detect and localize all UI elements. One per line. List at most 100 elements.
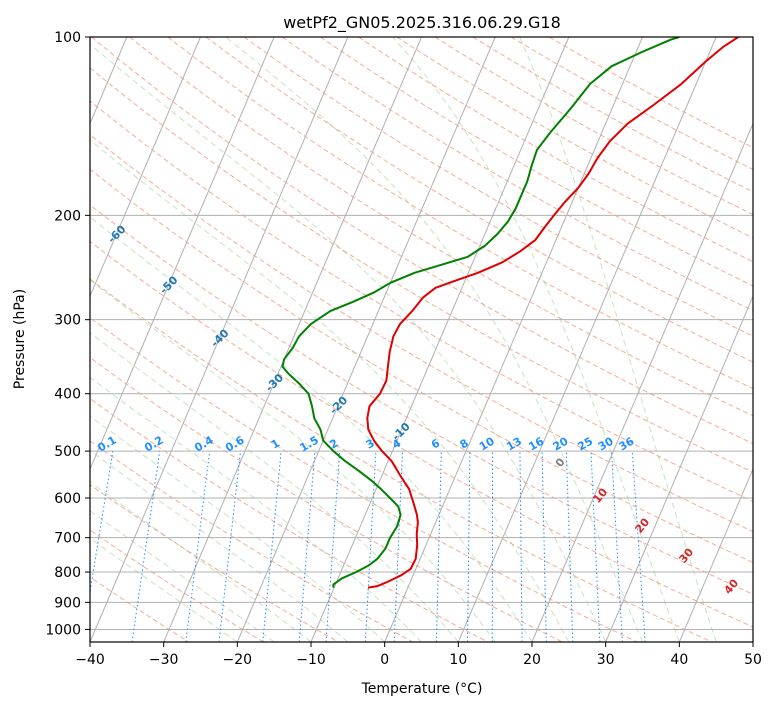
dry-adiabat-line bbox=[510, 37, 753, 171]
dry-adiabat-line bbox=[434, 37, 753, 216]
x-tick-label: 30 bbox=[597, 652, 615, 668]
mixing-ratio-label: 6 bbox=[429, 436, 442, 451]
isotherm-line bbox=[90, 37, 349, 642]
moist-adiabat-label: 40 bbox=[721, 576, 741, 596]
dry-adiabat-line bbox=[90, 278, 712, 642]
x-tick-label: 20 bbox=[523, 652, 541, 668]
dry-adiabat-line bbox=[90, 204, 753, 595]
y-tick-label: 900 bbox=[54, 595, 81, 611]
ticks-layer: −40 −30 −20 −10 0 10 20 30 40 5010020030040050060… bbox=[45, 30, 762, 668]
mixing-ratio-label: 2 bbox=[327, 437, 340, 452]
dry-adiabat-line bbox=[90, 134, 753, 533]
isotherm-line bbox=[531, 122, 753, 642]
isotherm-line bbox=[236, 37, 496, 642]
mixing-ratio-line bbox=[218, 451, 242, 642]
y-tick-label: 1000 bbox=[45, 622, 81, 638]
moist-adiabat-label: 0 bbox=[553, 455, 568, 469]
mixing-ratio-line bbox=[131, 451, 161, 642]
moist-adiabat-line bbox=[90, 279, 496, 642]
isotherm-line bbox=[163, 37, 422, 642]
isotherm-label: -70 bbox=[51, 177, 74, 200]
isotherm-label: -50 bbox=[157, 273, 180, 296]
plot-frame bbox=[89, 36, 754, 643]
dry-adiabat-line bbox=[91, 37, 753, 445]
dry-adiabat-line bbox=[205, 37, 753, 363]
dry-adiabat-line bbox=[90, 529, 264, 642]
x-tick-label: −30 bbox=[149, 652, 179, 668]
x-axis-title: Temperature (°C) bbox=[361, 681, 483, 697]
isotherm-line bbox=[457, 37, 717, 642]
isotherm-line bbox=[310, 37, 570, 642]
y-tick-label: 600 bbox=[54, 491, 81, 507]
x-tick-label: −20 bbox=[223, 652, 253, 668]
dry-adiabat-line bbox=[396, 37, 753, 239]
y-tick-label: 500 bbox=[54, 444, 81, 460]
isotherm-line bbox=[384, 37, 643, 642]
isotherm-label: -80 bbox=[0, 130, 21, 153]
moist-adiabat-label: 30 bbox=[676, 545, 696, 565]
dry-adiabat-line bbox=[90, 317, 638, 642]
mixing-ratio-line bbox=[631, 451, 646, 642]
isotherm-line bbox=[90, 37, 275, 471]
moist-adiabat-line bbox=[225, 37, 643, 642]
y-tick-label: 200 bbox=[54, 208, 81, 224]
x-tick-label: −10 bbox=[296, 652, 326, 668]
moist-adiabat-line bbox=[90, 43, 607, 642]
moist-adiabat-line bbox=[392, 37, 680, 642]
y-tick-label: 100 bbox=[54, 30, 81, 46]
dry-adiabat-line bbox=[320, 37, 753, 287]
mixing-ratio-line bbox=[435, 451, 442, 642]
isotherm-line bbox=[752, 640, 753, 642]
y-tick-label: 400 bbox=[54, 387, 81, 403]
x-tick-label: −40 bbox=[75, 652, 105, 668]
dewpoint-profile-line bbox=[281, 37, 680, 588]
isotherm-line bbox=[605, 295, 753, 642]
isotherm-label: -30 bbox=[263, 371, 286, 394]
dry-adiabat-line bbox=[90, 168, 753, 564]
x-tick-label: 0 bbox=[380, 652, 389, 668]
moist-adiabat-line bbox=[90, 415, 386, 642]
x-tick-label: 50 bbox=[744, 652, 762, 668]
isotherm-line bbox=[90, 37, 201, 298]
moist-adiabat-line bbox=[90, 449, 349, 642]
moist-adiabat-line bbox=[90, 216, 533, 642]
dry-adiabat-line bbox=[358, 37, 753, 263]
dry-adiabat-line bbox=[90, 440, 414, 642]
dry-adiabat-line bbox=[129, 37, 753, 417]
isotherm-line bbox=[678, 467, 753, 642]
x-tick-label: 10 bbox=[449, 652, 467, 668]
mixing-ratio-line bbox=[185, 451, 211, 642]
mixing-ratio-line bbox=[90, 451, 114, 595]
dry-adiabat-line bbox=[167, 37, 753, 390]
dry-adiabat-line bbox=[472, 37, 753, 193]
y-tick-label: 300 bbox=[54, 313, 81, 329]
mixing-ratio-label: 1 bbox=[269, 437, 282, 452]
dry-adiabat-line bbox=[90, 67, 753, 473]
temperature-profile-line bbox=[366, 37, 739, 589]
mixing-ratio-line bbox=[393, 451, 403, 642]
moist-adiabat-line bbox=[519, 37, 717, 642]
dry-adiabat-line bbox=[90, 397, 488, 642]
moist-adiabat-line bbox=[90, 481, 312, 642]
isotherm-label: -20 bbox=[327, 394, 350, 417]
grid-layer bbox=[90, 37, 753, 642]
dry-adiabat-line bbox=[243, 37, 753, 337]
moist-adiabat-label: 10 bbox=[590, 485, 610, 505]
y-axis-title: Pressure (hPa) bbox=[12, 289, 28, 389]
dry-adiabat-line bbox=[90, 240, 753, 628]
dry-adiabat-line bbox=[90, 576, 190, 642]
moist-adiabat-line bbox=[90, 510, 275, 642]
dry-adiabat-line bbox=[90, 356, 563, 642]
chart-title: wetPf2_GN05.2025.316.06.29.G18 bbox=[283, 13, 561, 33]
series-layer: 0.10.20.40.611.52346810131620253036-100-… bbox=[0, 37, 741, 597]
dry-adiabat-line bbox=[549, 37, 753, 149]
moist-adiabat-line bbox=[90, 139, 570, 642]
dry-adiabat-line bbox=[90, 484, 339, 642]
isotherm-label: -60 bbox=[105, 222, 128, 245]
dry-adiabat-line bbox=[282, 37, 753, 312]
x-tick-label: 40 bbox=[670, 652, 688, 668]
mixing-ratio-line bbox=[565, 451, 574, 642]
y-tick-label: 700 bbox=[54, 531, 81, 547]
moist-adiabat-line bbox=[90, 331, 459, 642]
